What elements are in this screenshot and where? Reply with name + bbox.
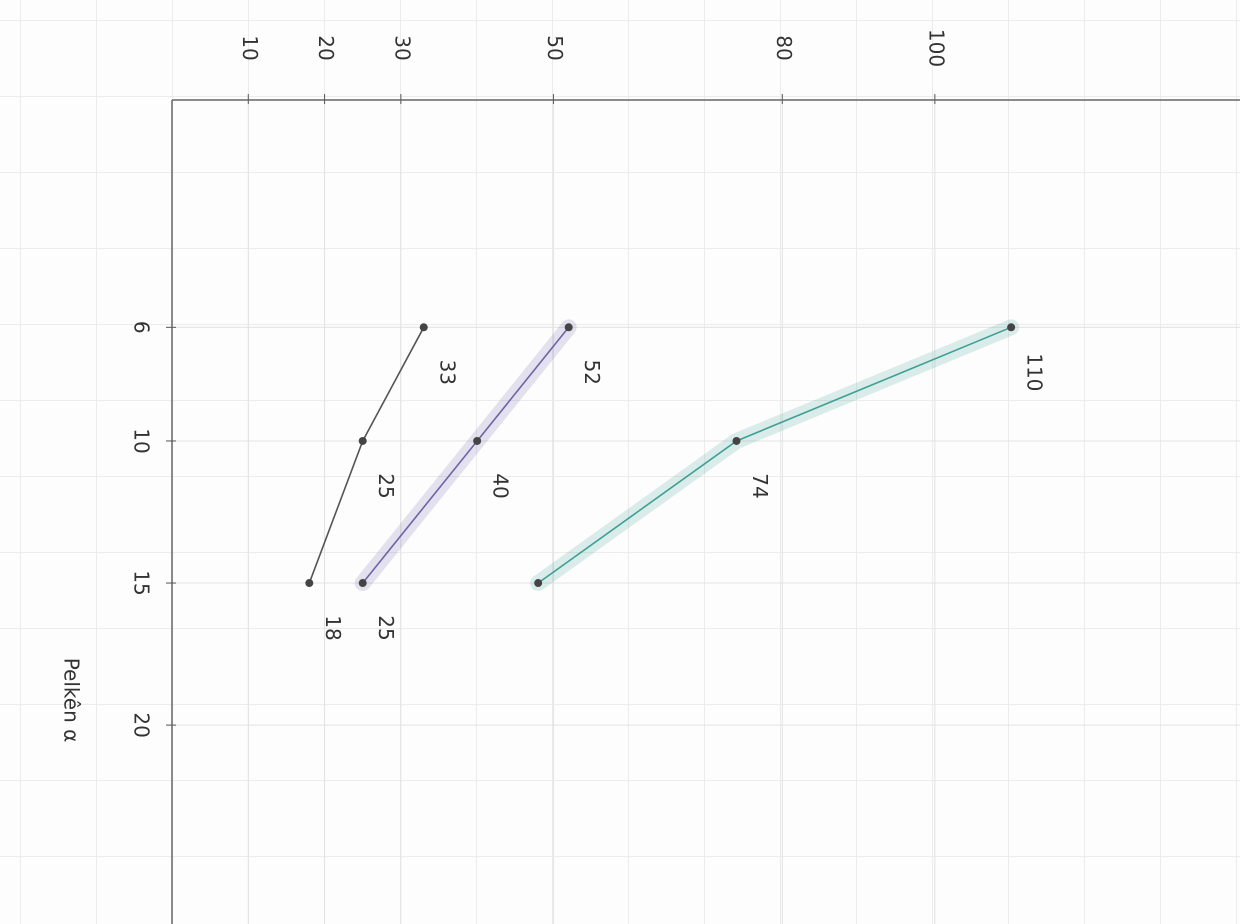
y-tick-label: 50 — [543, 35, 567, 60]
data-label: 40 — [489, 473, 513, 498]
x-tick-label: 6 — [130, 321, 154, 334]
point — [1007, 323, 1015, 331]
series-line — [309, 327, 423, 583]
series-line — [363, 327, 569, 583]
chart: 10 20 30 50 80 100 6 10 15 20 Pelkên α 33 25 18 52 40 25… — [0, 0, 1240, 924]
data-label: 33 — [435, 360, 459, 385]
data-label: 74 — [748, 473, 772, 498]
data-label: 25 — [374, 615, 398, 640]
data-label: 25 — [374, 473, 398, 498]
point — [565, 323, 573, 331]
point — [733, 437, 741, 445]
y-tick-label: 20 — [314, 35, 338, 60]
data-label: 18 — [321, 615, 345, 640]
series-line — [538, 327, 1011, 583]
data-label: 52 — [580, 360, 604, 385]
y-tick-label: 10 — [238, 35, 262, 60]
data-label: 110 — [1023, 353, 1047, 391]
y-tick-label: 30 — [390, 35, 414, 60]
point — [534, 579, 542, 587]
point — [473, 437, 481, 445]
x-tick-label: 10 — [130, 428, 154, 453]
y-tick-label: 100 — [924, 29, 948, 67]
point — [359, 579, 367, 587]
point — [420, 323, 428, 331]
line-glow — [538, 327, 1011, 583]
x-tick-label: 15 — [130, 570, 154, 595]
y-tick-label: 80 — [772, 35, 796, 60]
point — [359, 437, 367, 445]
x-tick-label: 20 — [130, 712, 154, 737]
x-axis-label: Pelkên α — [60, 658, 84, 743]
point — [305, 579, 313, 587]
